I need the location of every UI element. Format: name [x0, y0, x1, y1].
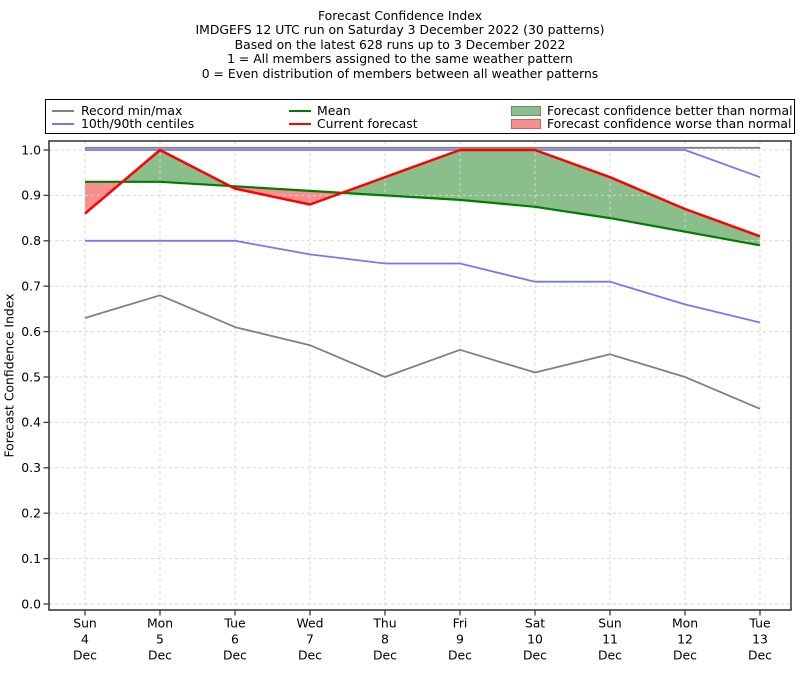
x-tick-label-date: 6: [231, 632, 239, 647]
x-tick-label-day: Wed: [296, 616, 323, 631]
y-tick-label: 1.0: [21, 142, 41, 157]
x-tick-label-month: Dec: [223, 648, 247, 663]
legend-swatch-mean: [289, 110, 311, 112]
series-current-forecast-line: [84, 148, 761, 238]
x-tick-label-month: Dec: [748, 648, 772, 663]
y-tick-label: 0.8: [21, 233, 41, 248]
legend-swatch-confidence-better: [511, 106, 541, 116]
legend-label-confidence-better: Forecast confidence better than normal: [547, 103, 793, 118]
legend-swatch-current-forecast: [289, 123, 311, 125]
chart-subtitle-basis: Based on the latest 628 runs up to 3 Dec…: [234, 37, 566, 52]
legend-label-mean: Mean: [317, 103, 351, 118]
chart-note-scale-zero: 0 = Even distribution of members between…: [201, 66, 599, 81]
y-tick-label: 0.5: [21, 369, 41, 384]
x-tick-label-date: 12: [677, 632, 693, 647]
gridlines: [49, 141, 791, 610]
x-tick-label-month: Dec: [148, 648, 172, 663]
y-axis-label: Forecast Confidence Index: [2, 293, 17, 457]
fill-confidence-worse: [230, 186, 343, 205]
x-tick-label-day: Tue: [223, 616, 245, 631]
x-tick-label-month: Dec: [598, 648, 622, 663]
legend-label-confidence-worse: Forecast confidence worse than normal: [547, 116, 792, 131]
x-tick-label-date: 10: [527, 632, 543, 647]
legend-swatch-centiles: [52, 123, 74, 125]
x-tick-label-month: Dec: [298, 648, 322, 663]
chart-title: Forecast Confidence Index: [317, 8, 483, 23]
y-tick-label: 0.9: [21, 188, 41, 203]
legend-swatch-record-minmax: [52, 110, 74, 112]
legend-label-current-forecast: Current forecast: [317, 116, 418, 131]
legend: Record min/max 10th/90th centiles Mean C…: [45, 99, 795, 134]
series-mean-line: [85, 180, 761, 247]
x-tick-label-day: Sat: [525, 616, 545, 631]
legend-swatch-confidence-worse: [511, 119, 541, 129]
legend-label-record-minmax: Record min/max: [81, 103, 183, 118]
x-tick-label-date: 9: [456, 632, 464, 647]
y-tick-label: 0.4: [21, 415, 41, 430]
x-tick-label-month: Dec: [523, 648, 547, 663]
x-tick-label-date: 11: [602, 632, 618, 647]
y-tick-label: 0.7: [21, 279, 41, 294]
x-tick-label-day: Mon: [147, 616, 173, 631]
y-tick-label: 0.6: [21, 324, 41, 339]
x-tick-label-day: Sun: [73, 616, 97, 631]
x-tick-label-day: Fri: [453, 616, 468, 631]
x-tick-label-month: Dec: [373, 648, 397, 663]
y-tick-label: 0.0: [21, 596, 41, 611]
series-90th-centile-line: [85, 149, 761, 179]
x-tick-label-day: Sun: [598, 616, 622, 631]
x-tick-label-date: 13: [752, 632, 768, 647]
x-tick-label-month: Dec: [73, 648, 97, 663]
x-tick-label-date: 5: [156, 632, 164, 647]
x-tick-label-day: Tue: [748, 616, 770, 631]
fill-confidence-better: [342, 150, 760, 246]
axes: 0.00.10.20.30.40.50.60.70.80.91.0Sun4Dec…: [2, 140, 792, 663]
plot-border: [48, 140, 792, 611]
series-10th-centile-line: [85, 239, 761, 324]
legend-label-centiles: 10th/90th centiles: [81, 116, 195, 131]
chart-subtitle-run: IMDGEFS 12 UTC run on Saturday 3 Decembe…: [195, 22, 605, 37]
chart-note-scale-one: 1 = All members assigned to the same wea…: [227, 51, 573, 66]
y-tick-label: 0.1: [21, 551, 41, 566]
y-tick-label: 0.3: [21, 460, 41, 475]
y-tick-label: 0.2: [21, 506, 41, 521]
fill-confidence-better: [122, 150, 230, 186]
x-tick-label-month: Dec: [673, 648, 697, 663]
x-tick-label-month: Dec: [448, 648, 472, 663]
series-record-min-line: [84, 294, 761, 410]
x-tick-label-date: 4: [81, 632, 89, 647]
x-tick-label-day: Thu: [372, 616, 396, 631]
x-tick-label-date: 8: [381, 632, 389, 647]
x-tick-label-date: 7: [306, 632, 314, 647]
data-series: [84, 146, 761, 410]
x-tick-label-day: Mon: [672, 616, 698, 631]
